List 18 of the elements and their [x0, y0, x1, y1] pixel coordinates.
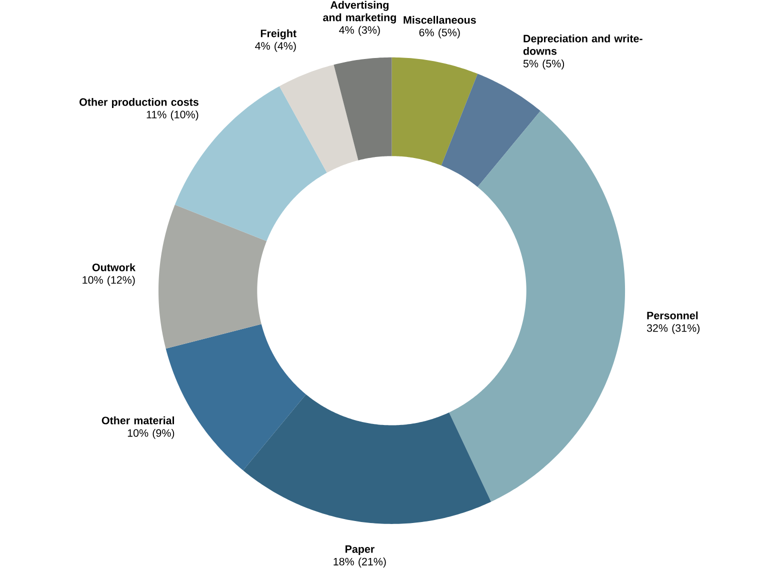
slice-label: Other material: [102, 416, 174, 424]
data-label: 10% (9%): [128, 428, 174, 439]
slice-label: Depreciation and write-downs: [523, 34, 642, 55]
data-label: 18% (21%): [334, 557, 386, 568]
slice-label: Outwork: [92, 263, 136, 272]
slice-label: Other production costs: [80, 98, 198, 108]
data-label: 6% (5%): [419, 28, 460, 38]
data-label: 11% (10%): [146, 110, 198, 120]
data-label: 4% (3%): [339, 26, 380, 36]
data-label: 4% (4%): [255, 42, 296, 52]
slice-label: Paper: [346, 545, 374, 555]
data-label: 5% (5%): [523, 59, 564, 70]
data-label: 32% (31%): [646, 324, 700, 334]
slice-label: Freight: [260, 29, 296, 40]
slice-label: Personnel: [647, 311, 698, 320]
data-label: 10% (12%): [82, 276, 135, 286]
slice-label: Miscellaneous: [404, 16, 476, 24]
slice-label: Advertising and marketing: [323, 0, 396, 24]
